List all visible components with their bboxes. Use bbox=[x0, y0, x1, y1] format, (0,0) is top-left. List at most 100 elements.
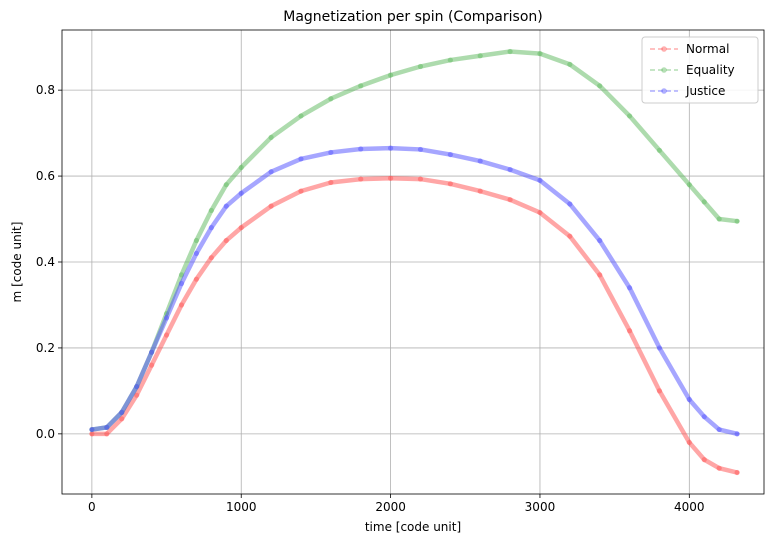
data-point-equality bbox=[597, 83, 603, 89]
data-point-equality bbox=[208, 207, 214, 214]
data-point-justice bbox=[716, 426, 722, 433]
data-point-equality bbox=[537, 51, 543, 57]
data-point-normal bbox=[178, 302, 185, 308]
y-tick-label: 0.8 bbox=[36, 83, 55, 97]
data-point-justice bbox=[298, 156, 304, 162]
data-point-justice bbox=[701, 414, 707, 420]
data-point-normal bbox=[358, 176, 364, 182]
grid bbox=[62, 30, 764, 494]
data-point-normal bbox=[656, 388, 663, 394]
x-tick-label: 1000 bbox=[226, 500, 257, 514]
data-point-equality bbox=[447, 57, 453, 63]
y-tick-label: 0.6 bbox=[36, 169, 55, 183]
data-point-normal bbox=[89, 431, 95, 437]
data-point-justice bbox=[104, 424, 110, 431]
series-line-justice bbox=[89, 145, 740, 437]
data-point-justice bbox=[328, 149, 334, 156]
data-point-equality bbox=[701, 199, 707, 205]
data-point-normal bbox=[163, 332, 170, 338]
y-axis-label: m [code unit] bbox=[10, 222, 24, 303]
data-point-normal bbox=[134, 392, 140, 398]
data-point-equality bbox=[417, 63, 424, 70]
legend-label-equality: Equality bbox=[686, 63, 735, 77]
data-point-equality bbox=[193, 237, 200, 244]
data-point-justice bbox=[656, 345, 663, 351]
y-axis-ticks: 0.0 0.2 0.4 0.6 0.8 bbox=[36, 83, 62, 441]
data-point-normal bbox=[328, 179, 334, 186]
data-point-normal bbox=[597, 272, 603, 278]
plot-area bbox=[61, 29, 765, 495]
data-point-normal bbox=[734, 469, 740, 476]
data-point-normal bbox=[208, 255, 214, 261]
data-point-equality bbox=[328, 96, 334, 102]
legend-swatch-marker bbox=[661, 46, 667, 52]
data-point-justice bbox=[507, 167, 513, 173]
data-point-normal bbox=[268, 203, 274, 209]
data-point-normal bbox=[149, 362, 155, 368]
data-point-normal bbox=[223, 237, 229, 244]
data-point-normal bbox=[119, 416, 125, 422]
data-point-justice bbox=[268, 169, 274, 175]
data-point-equality bbox=[298, 113, 304, 119]
data-point-equality bbox=[268, 134, 274, 141]
data-point-normal bbox=[447, 181, 453, 187]
data-point-justice bbox=[208, 225, 214, 231]
x-tick-label: 3000 bbox=[525, 500, 556, 514]
data-point-normal bbox=[537, 209, 543, 216]
legend-label-justice: Justice bbox=[685, 84, 725, 98]
data-point-normal bbox=[298, 188, 304, 194]
series-line-normal bbox=[89, 175, 740, 475]
data-point-equality bbox=[686, 182, 692, 188]
legend-swatch-marker bbox=[661, 88, 667, 94]
data-point-justice bbox=[149, 349, 155, 355]
data-point-justice bbox=[163, 315, 170, 321]
legend-label-normal: Normal bbox=[686, 42, 729, 56]
data-point-equality bbox=[716, 216, 722, 222]
data-point-normal bbox=[387, 175, 394, 181]
data-point-justice bbox=[193, 250, 200, 257]
data-point-justice bbox=[89, 426, 95, 433]
x-axis-ticks: 0 1000 2000 3000 4000 bbox=[88, 494, 705, 514]
x-axis-label: time [code unit] bbox=[365, 520, 461, 534]
legend-swatch-marker bbox=[661, 67, 667, 73]
data-point-justice bbox=[567, 201, 573, 207]
data-point-equality bbox=[358, 83, 364, 89]
data-point-normal bbox=[507, 197, 513, 203]
data-point-normal bbox=[701, 457, 707, 463]
series-layer bbox=[89, 48, 740, 476]
data-point-justice bbox=[238, 190, 244, 196]
data-point-equality bbox=[507, 48, 513, 55]
legend: Normal Equality Justice bbox=[641, 36, 759, 104]
data-point-normal bbox=[686, 439, 692, 446]
x-tick-label: 2000 bbox=[375, 500, 406, 514]
data-point-justice bbox=[387, 145, 394, 151]
data-point-equality bbox=[223, 182, 229, 188]
data-point-normal bbox=[716, 465, 722, 471]
data-point-justice bbox=[119, 409, 125, 415]
y-tick-label: 0.4 bbox=[36, 255, 55, 269]
data-point-justice bbox=[477, 158, 483, 164]
data-point-normal bbox=[567, 233, 573, 239]
data-point-normal bbox=[417, 176, 424, 182]
data-point-justice bbox=[597, 237, 603, 244]
chart-title: Magnetization per spin (Comparison) bbox=[283, 9, 542, 25]
data-point-normal bbox=[193, 276, 200, 282]
data-point-justice bbox=[626, 285, 633, 291]
data-point-equality bbox=[477, 53, 483, 59]
data-point-equality bbox=[626, 113, 633, 119]
data-point-justice bbox=[134, 383, 140, 390]
data-point-justice bbox=[417, 146, 424, 153]
data-point-justice bbox=[178, 280, 185, 287]
data-point-justice bbox=[223, 203, 229, 209]
data-point-justice bbox=[358, 146, 364, 152]
data-point-normal bbox=[477, 188, 483, 194]
data-point-justice bbox=[686, 396, 692, 403]
y-tick-label: 0.0 bbox=[36, 427, 55, 441]
data-point-equality bbox=[656, 147, 663, 153]
data-point-equality bbox=[387, 72, 394, 78]
data-point-justice bbox=[537, 177, 543, 183]
data-point-normal bbox=[626, 328, 633, 334]
data-point-equality bbox=[567, 61, 573, 67]
y-tick-label: 0.2 bbox=[36, 341, 55, 355]
